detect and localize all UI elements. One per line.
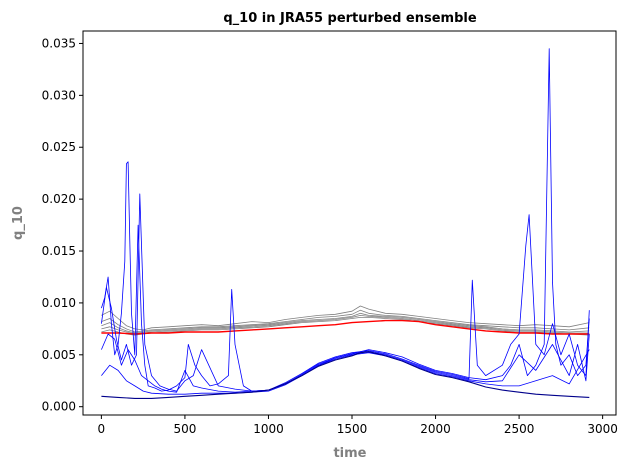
plot-area (82, 30, 617, 416)
x-axis: 0 500 1000 1500 2000 2500 3000 (98, 415, 618, 436)
y-tick-label: 0.005 (42, 348, 76, 362)
series-line-6 (101, 319, 590, 335)
y-tick-label: 0.015 (42, 244, 76, 258)
x-axis-label: time (333, 446, 366, 461)
series-line-8 (101, 193, 590, 392)
x-tick-label: 2500 (504, 422, 535, 436)
y-tick-label: 0.010 (42, 296, 76, 310)
y-axis: 0.000 0.005 0.010 0.015 0.020 0.025 0.030 0.035 (42, 36, 83, 414)
x-tick-label: 1500 (337, 422, 368, 436)
y-tick-label: 0.035 (42, 36, 76, 50)
y-tick-label: 0.020 (42, 192, 76, 206)
series-line-11 (101, 351, 590, 399)
axes-frame (82, 30, 617, 416)
series-line-3 (101, 312, 590, 334)
y-tick-label: 0.025 (42, 140, 76, 154)
series-line-10 (101, 349, 590, 395)
x-tick-label: 0 (98, 422, 106, 436)
series-line-1 (101, 305, 590, 331)
x-tick-label: 500 (173, 422, 196, 436)
series-line-2 (101, 309, 590, 333)
series-line-7 (101, 48, 590, 392)
y-axis-label: q_10 (11, 206, 26, 240)
series-layer (101, 48, 590, 399)
chart-title: q_10 in JRA55 perturbed ensemble (223, 11, 476, 26)
x-tick-label: 3000 (587, 422, 618, 436)
x-tick-label: 1000 (253, 422, 284, 436)
y-tick-label: 0.000 (42, 400, 76, 414)
series-line-9 (101, 333, 590, 393)
x-tick-label: 2000 (420, 422, 451, 436)
series-line-4 (101, 314, 590, 335)
y-tick-label: 0.030 (42, 88, 76, 102)
